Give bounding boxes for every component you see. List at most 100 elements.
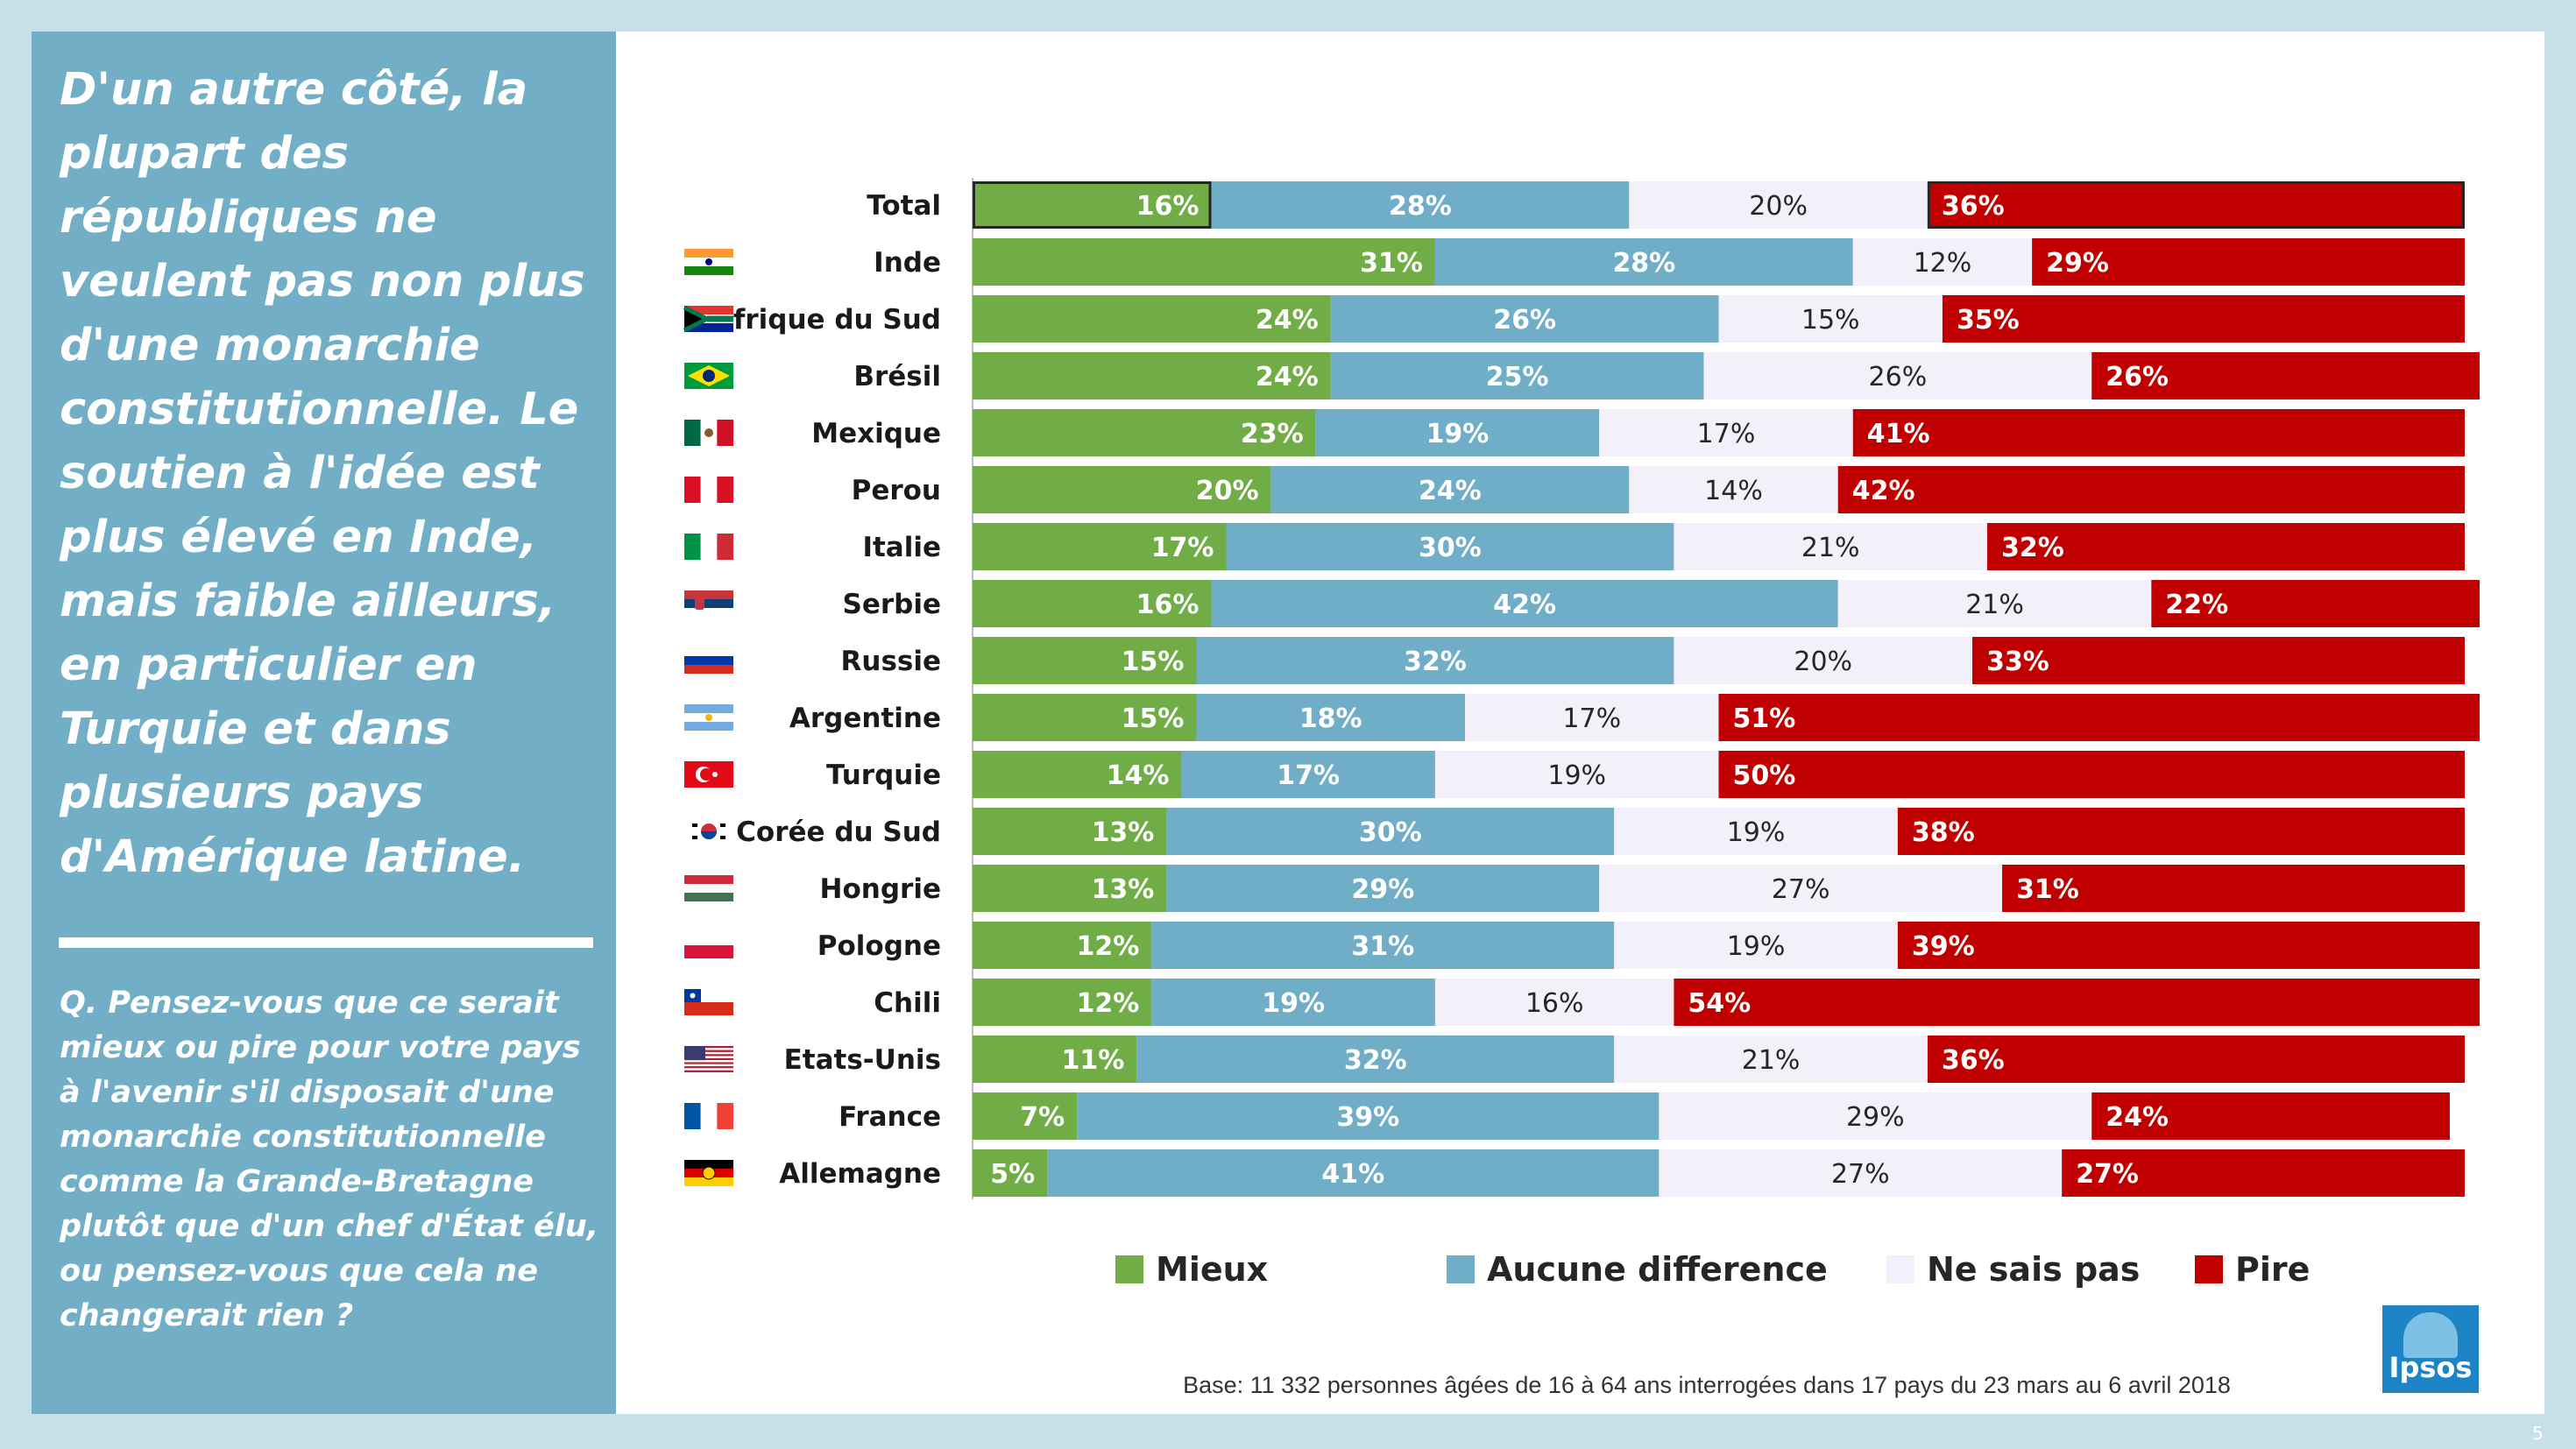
value-label-pire-pologne: 39% [1912, 931, 1975, 962]
value-label-nsp-hongrie: 27% [1772, 874, 1830, 905]
bar-nsp-allemagne [1659, 1149, 2063, 1197]
flag-russia-icon [684, 647, 733, 674]
country-label-serbie: Serbie [843, 589, 941, 620]
flag-usa-icon [684, 1046, 733, 1072]
bar-nsp-mexique [1599, 409, 1853, 456]
bar-nsp-etats-unis [1614, 1036, 1928, 1083]
legend-swatch-aucune [1447, 1255, 1475, 1283]
value-label-mieux-france: 7% [1020, 1102, 1065, 1133]
value-label-aucune-france: 39% [1336, 1102, 1399, 1133]
value-label-mieux-italie: 17% [1151, 533, 1214, 563]
bar-pire-bresil [2091, 352, 2480, 399]
legend-label-mieux: Mieux [1156, 1250, 1269, 1289]
bar-pire-inde [2032, 238, 2465, 286]
country-label-inde: Inde [874, 247, 941, 279]
bar-nsp-russie [1674, 637, 1973, 684]
value-label-nsp-turquie: 19% [1547, 760, 1606, 791]
bar-pire-coree-du-sud [1897, 808, 2465, 855]
bar-pire-perou [1837, 466, 2465, 513]
country-label-afrique-du-sud: Afrique du Sud [712, 304, 941, 336]
bar-aucune-allemagne [1047, 1149, 1660, 1197]
bar-mieux-italie [973, 523, 1227, 570]
value-label-mieux-total: 16% [1136, 191, 1200, 222]
value-label-aucune-bresil: 25% [1486, 362, 1549, 392]
value-label-pire-perou: 42% [1852, 476, 1915, 506]
bar-mieux-coree-du-sud [973, 808, 1167, 855]
headline: D'un autre côté, la plupart des républiq… [60, 64, 585, 883]
bar-nsp-hongrie [1599, 865, 2003, 912]
bar-mieux-bresil [973, 352, 1331, 399]
bar-pire-chili [1674, 979, 2480, 1026]
bar-aucune-chili [1151, 979, 1435, 1026]
value-label-mieux-bresil: 24% [1256, 362, 1319, 392]
bar-aucune-serbie [1211, 580, 1838, 627]
bar-mieux-inde [973, 238, 1435, 286]
value-label-mieux-russie: 15% [1122, 647, 1185, 677]
value-label-pire-inde: 29% [2046, 248, 2109, 279]
value-label-aucune-italie: 30% [1419, 533, 1482, 563]
value-label-pire-afrique-du-sud: 35% [1957, 305, 2020, 336]
total-pire-outline [1927, 181, 2466, 229]
bar-mieux-allemagne [973, 1149, 1048, 1197]
value-label-nsp-pologne: 19% [1727, 931, 1786, 962]
value-label-mieux-argentine: 15% [1122, 703, 1185, 734]
value-label-pire-france: 24% [2105, 1102, 2169, 1133]
ipsos-logo-mark [2403, 1312, 2458, 1358]
bar-aucune-afrique-du-sud [1330, 295, 1719, 343]
value-label-mieux-inde: 31% [1360, 248, 1423, 279]
value-label-pire-turquie: 50% [1733, 760, 1796, 791]
bar-mieux-total [973, 181, 1212, 229]
flag-mexico-icon [684, 420, 733, 446]
bar-nsp-total [1629, 181, 1928, 229]
bar-nsp-chili [1434, 979, 1674, 1026]
legend-item-nsp: Ne sais pas [1886, 1248, 2140, 1291]
country-label-france: France [839, 1101, 941, 1133]
flag-serbia-icon [684, 590, 733, 617]
bar-mieux-chili [973, 979, 1152, 1026]
flag-argentina-icon [684, 704, 733, 731]
value-label-mieux-hongrie: 13% [1092, 874, 1155, 905]
legend-label-aucune: Aucune difference [1487, 1250, 1828, 1289]
value-label-aucune-etats-unis: 32% [1344, 1045, 1407, 1076]
country-label-perou: Perou [852, 475, 941, 506]
value-label-mieux-serbie: 16% [1136, 590, 1200, 620]
bar-mieux-russie [973, 637, 1197, 684]
bar-mieux-mexique [973, 409, 1316, 456]
value-label-aucune-turquie: 17% [1277, 760, 1340, 791]
bar-aucune-mexique [1315, 409, 1600, 456]
legend-label-nsp: Ne sais pas [1927, 1250, 2141, 1289]
value-label-mieux-turquie: 14% [1107, 760, 1170, 791]
country-label-turquie: Turquie [826, 760, 941, 791]
flag-turkey-icon [684, 761, 733, 788]
bar-aucune-etats-unis [1136, 1036, 1615, 1083]
value-label-mieux-afrique-du-sud: 24% [1256, 305, 1319, 336]
country-label-hongrie: Hongrie [820, 873, 941, 905]
bar-aucune-france [1077, 1092, 1660, 1140]
flag-france-icon [684, 1103, 733, 1129]
value-label-aucune-mexique: 19% [1426, 419, 1490, 449]
value-label-pire-total: 36% [1942, 191, 2005, 222]
left-panel: D'un autre côté, la plupart des républiq… [32, 32, 616, 1414]
legend-label-pire: Pire [2235, 1250, 2311, 1289]
flag-peru-icon [684, 477, 733, 503]
value-label-pire-mexique: 41% [1867, 419, 1930, 449]
bar-nsp-bresil [1703, 352, 2092, 399]
value-label-aucune-pologne: 31% [1351, 931, 1414, 962]
bar-pire-mexique [1852, 409, 2465, 456]
bar-nsp-france [1659, 1092, 2092, 1140]
country-label-chili: Chili [874, 987, 941, 1019]
value-label-pire-bresil: 26% [2105, 362, 2169, 392]
value-label-pire-hongrie: 31% [2016, 874, 2079, 905]
value-label-pire-etats-unis: 36% [1942, 1045, 2005, 1076]
value-label-aucune-coree-du-sud: 30% [1359, 817, 1422, 848]
bar-aucune-perou [1270, 466, 1630, 513]
total-mieux-outline [973, 181, 1212, 229]
divider [59, 937, 593, 948]
value-label-aucune-total: 28% [1389, 191, 1452, 222]
value-label-nsp-russie: 20% [1794, 647, 1852, 677]
bar-aucune-argentine [1196, 694, 1465, 741]
legend-swatch-nsp [1886, 1255, 1914, 1283]
stacked-bar-chart: Total 16% 28% 20% 36% Inde 31% 28% 12% 29% Afrique… [683, 178, 2480, 1199]
survey-question: Q. Pensez-vous que ce serait mieux ou pi… [60, 986, 599, 1333]
value-label-pire-argentine: 51% [1733, 703, 1796, 734]
